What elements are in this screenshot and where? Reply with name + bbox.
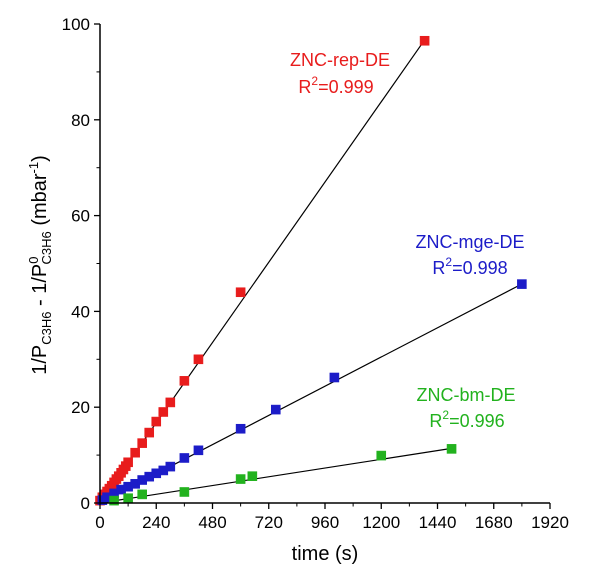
y-axis-title: 1/PC3H6 - 1/P0C3H6 (mbar-1) xyxy=(26,155,54,375)
data-point xyxy=(376,450,387,461)
y-tick-label: 80 xyxy=(71,111,90,130)
series-label-3: ZNC-bm-DE xyxy=(417,385,516,405)
data-point xyxy=(137,438,147,448)
data-point xyxy=(179,487,190,497)
y-tick-label: 40 xyxy=(71,302,90,321)
data-point xyxy=(158,407,169,417)
x-tick-label: 1920 xyxy=(531,513,569,532)
series-r2-2: R2=0.998 xyxy=(432,255,507,278)
data-point xyxy=(193,354,204,365)
y-tick-label: 100 xyxy=(62,15,90,34)
data-point xyxy=(137,489,147,500)
data-point xyxy=(165,461,176,472)
data-markers xyxy=(95,35,527,506)
data-point xyxy=(165,397,176,408)
data-point xyxy=(419,35,430,46)
series-r2-3: R2=0.996 xyxy=(429,408,504,431)
series-label-2: ZNC-mge-DE xyxy=(415,232,524,252)
x-tick-label: 720 xyxy=(255,513,283,532)
x-tick-label: 1440 xyxy=(419,513,457,532)
data-point xyxy=(123,493,133,504)
data-point xyxy=(247,471,258,481)
data-point xyxy=(109,495,119,506)
data-point xyxy=(235,474,246,484)
axes: 0 240 480 720 960 1200 1440 1680 1920 0 20 40 60 80 10… xyxy=(26,15,569,565)
x-tick-label: 240 xyxy=(142,513,170,532)
data-point xyxy=(151,416,162,427)
y-tick-label: 60 xyxy=(71,207,90,226)
data-point xyxy=(123,457,133,468)
x-tick-label: 1680 xyxy=(475,513,513,532)
data-point xyxy=(329,372,340,383)
series-label-1: ZNC-rep-DE xyxy=(290,50,390,70)
y-tick-label: 20 xyxy=(71,398,90,417)
data-point xyxy=(517,279,527,289)
x-tick-label: 960 xyxy=(311,513,339,532)
data-point xyxy=(446,444,457,454)
data-point xyxy=(144,427,155,438)
y-tick-label: 0 xyxy=(81,494,90,513)
data-point xyxy=(235,423,246,434)
series-r2-1: R2=0.999 xyxy=(298,74,373,97)
x-tick-label: 1200 xyxy=(362,513,400,532)
data-point xyxy=(235,287,246,298)
data-point xyxy=(179,376,190,386)
data-point xyxy=(179,453,190,463)
fit-line-3 xyxy=(99,447,452,504)
annotations: ZNC-rep-DE R2=0.999 ZNC-mge-DE R2=0.998 ZNC-… xyxy=(290,50,525,431)
data-point xyxy=(270,404,281,415)
x-tick-label: 480 xyxy=(198,513,226,532)
x-tick-label: 0 xyxy=(95,513,104,532)
data-point xyxy=(130,447,140,458)
data-point xyxy=(193,445,204,456)
x-axis-title: time (s) xyxy=(292,543,359,565)
